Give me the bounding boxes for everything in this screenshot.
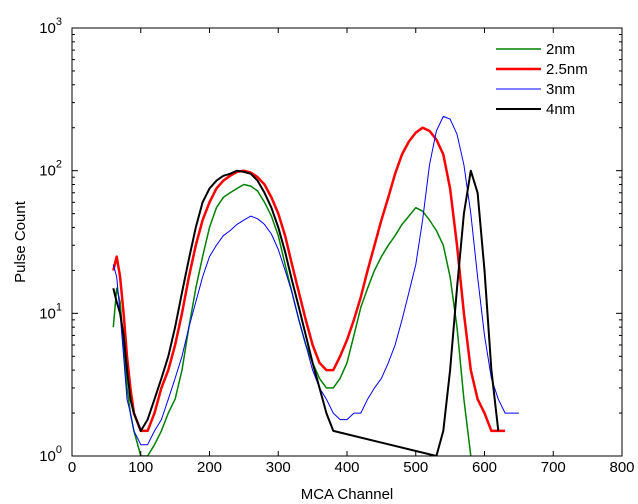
series-line-2 [112,126,506,433]
plot-area [72,28,622,456]
y-tick-label: 103 [39,16,62,37]
x-tick-label: 400 [334,459,359,476]
series-line-4 [112,169,500,456]
x-tick-label: 800 [609,459,634,476]
legend: 2nm 2.5nm 3nm 4nm [496,41,588,118]
x-tick-label: 100 [128,459,153,476]
x-axis-label: MCA Channel [301,486,394,503]
legend-label: 3nm [546,81,575,98]
x-tick-label: 700 [541,459,566,476]
series-line-3 [112,115,519,446]
legend-label: 2.5nm [546,61,588,78]
y-tick-label: 100 [39,444,62,465]
series-layer [112,115,519,456]
x-tick-label: 200 [197,459,222,476]
series-line-1 [112,183,472,456]
y-axis-label: Pulse Count [12,200,29,283]
x-tick-label: 500 [403,459,428,476]
y-tick-label: 101 [39,301,62,322]
x-tick-label: 300 [266,459,291,476]
legend-label: 4nm [546,101,575,118]
legend-label: 2nm [546,41,575,58]
x-tick-label: 0 [68,459,76,476]
x-tick-label: 600 [472,459,497,476]
y-tick-label: 102 [39,159,62,180]
ticks: 0 100 200 300 400 500 600 700 800 100 101 102 103 [39,16,634,476]
